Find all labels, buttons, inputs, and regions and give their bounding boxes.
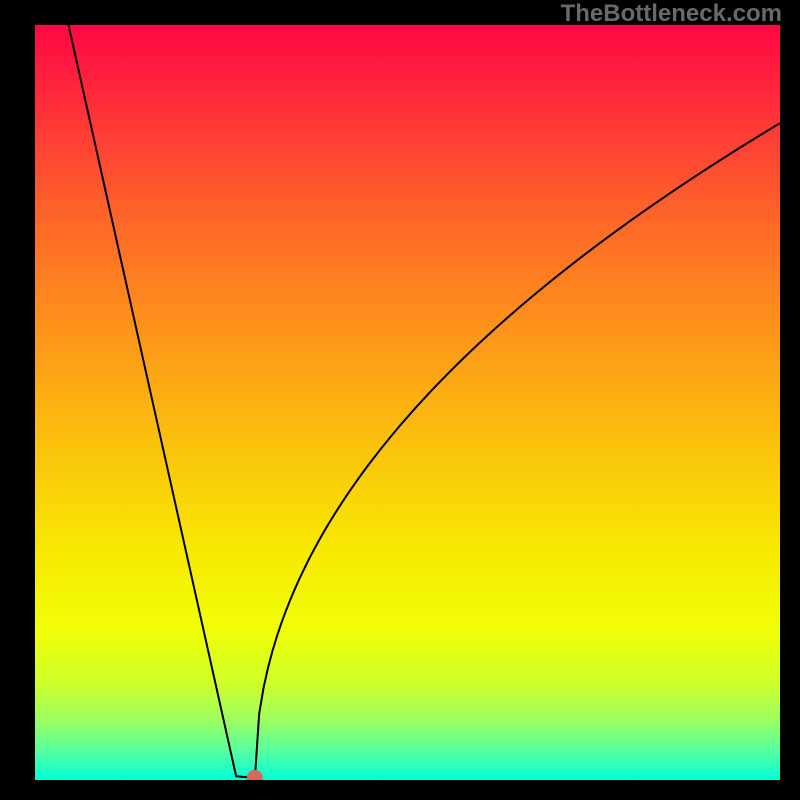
frame-bottom xyxy=(0,780,800,800)
plot-background xyxy=(35,25,780,780)
watermark-text: TheBottleneck.com xyxy=(561,0,782,28)
frame-left xyxy=(0,0,35,800)
frame-right xyxy=(780,0,800,800)
bottleneck-chart xyxy=(0,0,800,800)
